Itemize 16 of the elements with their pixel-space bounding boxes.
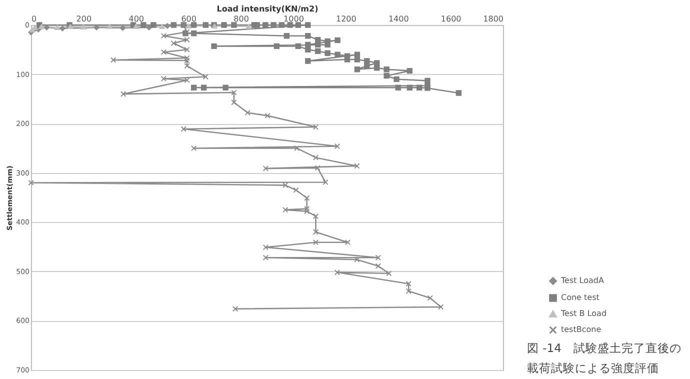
legend-label: Test B Load <box>560 309 607 318</box>
x-tick-label: 1200 <box>336 14 356 24</box>
legend-label: testBcone <box>561 325 602 334</box>
x-tick-label: 1800 <box>483 14 504 24</box>
legend-label: Test LoadA <box>560 276 604 285</box>
x-tick-label: 1000 <box>284 14 304 24</box>
x-tick-label: 0 <box>32 14 37 24</box>
x-tick-label: 200 <box>76 14 92 24</box>
x-tick-label: 1400 <box>388 14 409 24</box>
legend-label: Cone test <box>561 293 600 302</box>
x-axis-title: Load intensity(KN/m2) <box>216 4 318 14</box>
x-tick-label: 800 <box>234 14 249 24</box>
x-tick-label: 600 <box>181 14 196 24</box>
x-tick-label: 1600 <box>440 14 462 24</box>
text: 図 -14 試験盛土完了直後の載荷試験による強度評価 <box>527 340 682 377</box>
x-tick-label: 400 <box>128 14 144 24</box>
